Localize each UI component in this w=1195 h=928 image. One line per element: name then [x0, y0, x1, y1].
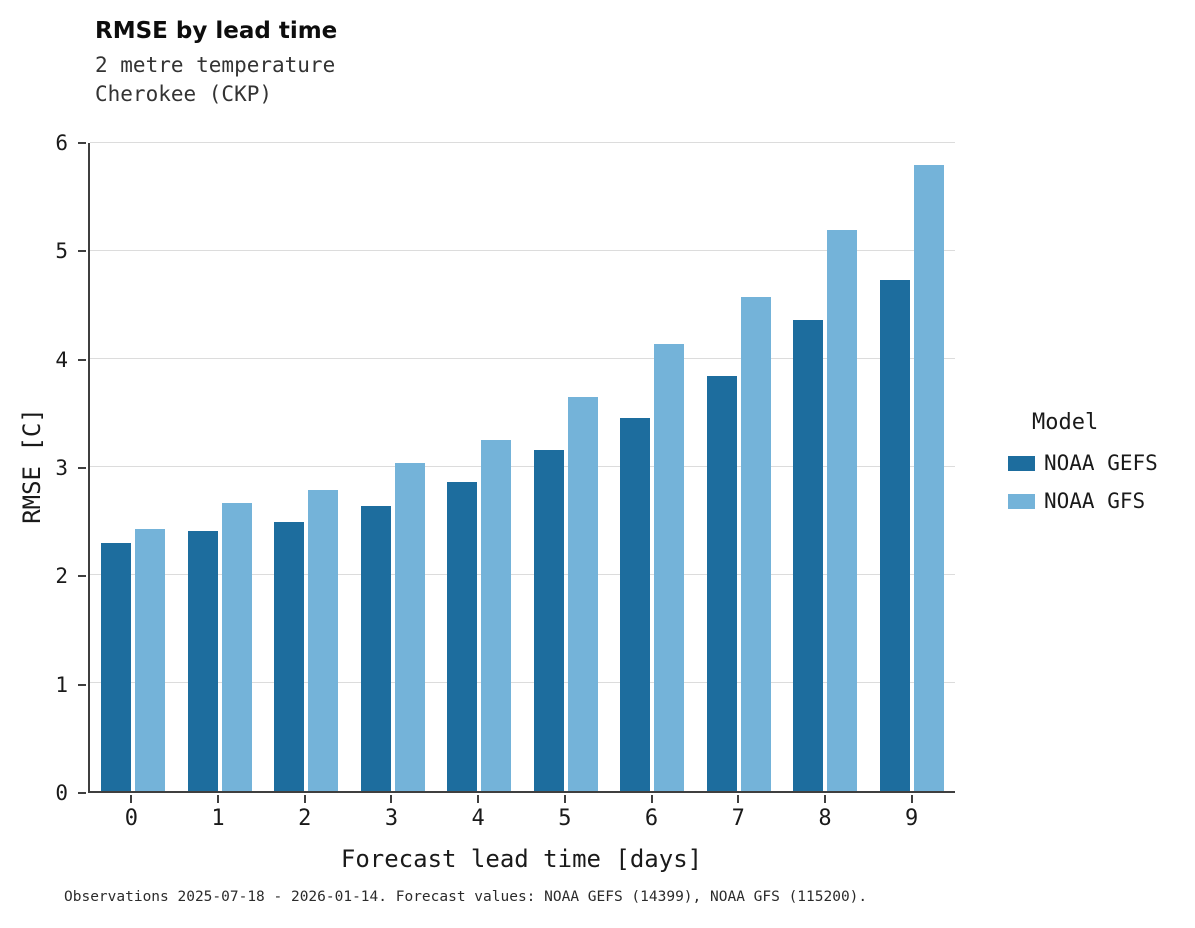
x-tick-mark [563, 795, 566, 803]
bar-noaa-gfs-lead-8 [827, 230, 858, 791]
y-tick-mark [78, 683, 86, 686]
chart-subtitle-station: Cherokee (CKP) [95, 82, 273, 106]
y-tick-mark [78, 358, 86, 361]
y-tick-label: 0 [55, 781, 68, 805]
gridline [90, 682, 955, 683]
y-tick-mark [78, 250, 86, 253]
bar-group-lead-0 [90, 143, 177, 791]
x-tick-label: 0 [124, 806, 138, 831]
bar-noaa-gefs-lead-0 [101, 542, 132, 791]
y-tick-label: 2 [55, 564, 68, 589]
y-tick-label: 3 [55, 456, 68, 480]
chart-subtitle-variable: 2 metre temperature [95, 53, 336, 77]
y-tick-label: 1 [55, 672, 68, 697]
x-tick-label: 3 [384, 806, 399, 831]
chart-title: RMSE by lead time [95, 18, 338, 44]
bar-noaa-gefs-lead-5 [533, 449, 564, 791]
bar-noaa-gfs-lead-6 [654, 343, 685, 791]
legend-swatch-icon [1008, 455, 1035, 471]
bar-group-lead-4 [436, 143, 523, 791]
legend-entry-noaa-gfs: NOAA GFS [1008, 489, 1193, 513]
bar-noaa-gfs-lead-3 [394, 462, 425, 791]
legend-label: NOAA GEFS [1044, 451, 1158, 475]
y-tick-mark [78, 575, 86, 578]
legend-entries: NOAA GEFS NOAA GFS [1008, 451, 1193, 513]
plot-area [88, 142, 955, 793]
y-tick-label: 6 [55, 131, 68, 155]
y-tick-mark [78, 142, 86, 144]
y-tick-mark [78, 467, 86, 469]
bar-group-lead-1 [177, 143, 264, 791]
x-tick-label: 7 [731, 806, 745, 831]
x-tick-mark [650, 795, 653, 803]
legend-entry-noaa-gefs: NOAA GEFS [1008, 451, 1193, 475]
bar-group-lead-7 [696, 143, 783, 791]
x-tick-mark [737, 795, 740, 803]
bars-layer [90, 143, 955, 791]
bar-noaa-gfs-lead-2 [308, 489, 339, 791]
gridlines-layer [90, 142, 955, 791]
bar-group-lead-2 [263, 143, 350, 791]
x-tick-label: 2 [298, 806, 312, 831]
x-tick-label: 9 [905, 806, 919, 831]
legend-title: Model [1032, 410, 1099, 435]
x-axis-label: Forecast lead time [days] [340, 845, 703, 873]
y-axis: 0 1 2 3 4 5 6 [0, 132, 88, 804]
bar-noaa-gfs-lead-5 [567, 396, 598, 791]
bar-noaa-gefs-lead-7 [706, 376, 737, 791]
bar-group-lead-5 [523, 143, 610, 791]
bar-noaa-gfs-lead-1 [221, 502, 252, 791]
bar-noaa-gefs-lead-3 [360, 505, 391, 791]
x-tick-mark [910, 795, 913, 803]
y-axis-label: RMSE [C] [18, 408, 46, 524]
x-axis-tick-labels: 0 1 2 3 4 5 6 7 8 9 [88, 806, 955, 838]
gridline [90, 574, 955, 575]
chart-caption: Observations 2025-07-18 - 2026-01-14. Fo… [64, 889, 868, 905]
gridline [90, 358, 955, 359]
legend-swatch-icon [1008, 493, 1035, 509]
bar-noaa-gefs-lead-1 [187, 530, 218, 791]
x-tick-label: 8 [818, 806, 832, 831]
bar-noaa-gefs-lead-2 [274, 522, 305, 791]
gridline [90, 250, 955, 251]
bar-noaa-gfs-lead-7 [740, 297, 771, 791]
x-tick-mark [823, 795, 826, 803]
x-tick-label: 1 [211, 806, 225, 831]
y-tick-mark [78, 792, 86, 794]
x-tick-label: 5 [558, 806, 572, 831]
x-tick-mark [217, 795, 220, 803]
x-tick-mark [390, 795, 393, 803]
x-tick-mark [130, 795, 133, 803]
bar-group-lead-8 [782, 143, 869, 791]
bar-noaa-gefs-lead-8 [793, 320, 824, 791]
bar-group-lead-9 [869, 143, 956, 791]
y-tick-label: 4 [55, 347, 68, 372]
bar-noaa-gfs-lead-9 [913, 164, 944, 791]
bar-group-lead-3 [350, 143, 437, 791]
legend: Model NOAA GEFS NOAA GFS [1008, 410, 1193, 527]
gridline [90, 466, 955, 467]
bar-noaa-gefs-lead-6 [620, 418, 651, 791]
x-axis-tick-marks [88, 795, 955, 803]
x-tick-mark [477, 795, 480, 803]
bar-noaa-gfs-lead-4 [481, 440, 512, 791]
y-tick-label: 5 [55, 239, 68, 264]
gridline [90, 142, 955, 143]
bar-noaa-gefs-lead-9 [879, 280, 910, 791]
bar-group-lead-6 [609, 143, 696, 791]
x-tick-label: 6 [644, 806, 659, 831]
bar-noaa-gefs-lead-4 [447, 482, 478, 791]
bar-noaa-gfs-lead-0 [135, 528, 166, 791]
x-tick-label: 4 [471, 806, 485, 831]
x-tick-mark [303, 795, 306, 803]
legend-label: NOAA GFS [1044, 489, 1146, 513]
